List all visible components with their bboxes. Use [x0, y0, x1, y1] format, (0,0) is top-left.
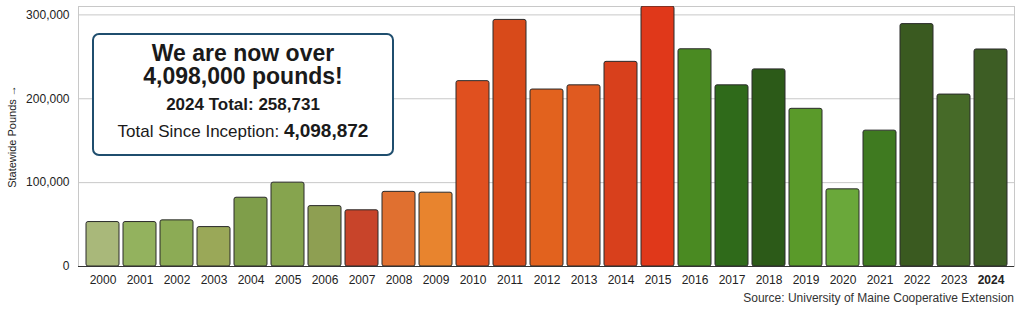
- svg-text:Statewide Pounds →: Statewide Pounds →: [6, 85, 18, 188]
- svg-text:2013: 2013: [571, 273, 598, 287]
- svg-text:2024: 2024: [978, 273, 1005, 287]
- svg-text:2001: 2001: [127, 273, 154, 287]
- svg-text:2023: 2023: [941, 273, 968, 287]
- svg-text:2019: 2019: [793, 273, 820, 287]
- html-text:Source: University of Maine Co: Source: University of Maine Cooperative …: [743, 291, 1014, 305]
- svg-text:300,000: 300,000: [26, 8, 70, 22]
- svg-text:2010: 2010: [460, 273, 487, 287]
- svg-text:2020: 2020: [830, 273, 857, 287]
- html-text:2024 Total: 258,731: 2024 Total: 258,731: [166, 95, 320, 114]
- svg-text:2003: 2003: [201, 273, 228, 287]
- svg-text:2004: 2004: [238, 273, 265, 287]
- svg-text:2005: 2005: [275, 273, 302, 287]
- svg-text:2021: 2021: [867, 273, 894, 287]
- svg-text:200,000: 200,000: [26, 92, 70, 106]
- svg-text:2014: 2014: [608, 273, 635, 287]
- svg-text:2009: 2009: [423, 273, 450, 287]
- svg-text:2012: 2012: [534, 273, 561, 287]
- svg-text:2017: 2017: [719, 273, 746, 287]
- svg-text:2018: 2018: [756, 273, 783, 287]
- svg-text:2000: 2000: [90, 273, 117, 287]
- svg-text:2011: 2011: [497, 273, 523, 287]
- html-text:Total Since Inception: 4,098,8: Total Since Inception: 4,098,872: [117, 120, 369, 141]
- html-text:4,098,000 pounds!: 4,098,000 pounds!: [143, 63, 343, 89]
- svg-text:2015: 2015: [645, 273, 672, 287]
- svg-text:2022: 2022: [904, 273, 931, 287]
- svg-text:2006: 2006: [312, 273, 339, 287]
- svg-text:2007: 2007: [349, 273, 376, 287]
- svg-text:2008: 2008: [386, 273, 413, 287]
- svg-text:0: 0: [63, 259, 70, 273]
- svg-text:100,000: 100,000: [26, 175, 70, 189]
- svg-text:2016: 2016: [682, 273, 709, 287]
- html-text:We are now over: We are now over: [151, 40, 335, 66]
- svg-text:2002: 2002: [164, 273, 191, 287]
